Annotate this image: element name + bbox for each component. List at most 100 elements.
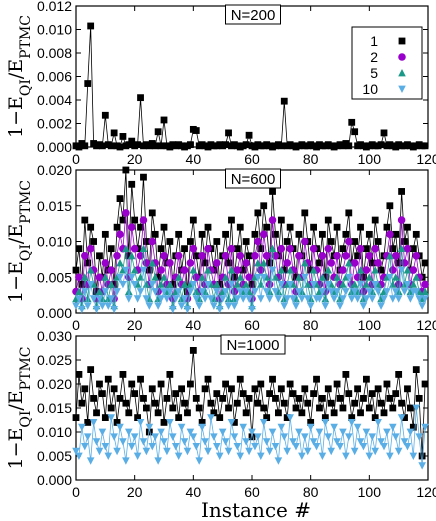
data-point bbox=[87, 366, 95, 373]
data-point bbox=[345, 142, 353, 150]
data-point bbox=[295, 395, 303, 402]
data-point bbox=[122, 457, 130, 465]
data-point bbox=[391, 252, 400, 260]
data-point bbox=[148, 385, 156, 393]
data-point bbox=[189, 244, 198, 253]
data-point bbox=[374, 259, 382, 267]
data-point bbox=[184, 288, 191, 295]
data-point bbox=[283, 259, 292, 267]
data-point bbox=[166, 259, 174, 267]
data-point bbox=[210, 302, 218, 310]
data-point bbox=[259, 419, 268, 427]
data-point bbox=[225, 129, 232, 137]
data-point bbox=[356, 266, 365, 274]
data-point bbox=[216, 414, 224, 421]
panel-title: N=1000 bbox=[227, 337, 280, 354]
data-point bbox=[239, 390, 247, 397]
data-point bbox=[342, 371, 350, 378]
data-point bbox=[292, 443, 300, 451]
data-point bbox=[286, 223, 294, 231]
data-point bbox=[171, 295, 180, 303]
data-point bbox=[392, 230, 400, 238]
data-point bbox=[151, 433, 159, 441]
data-point bbox=[304, 399, 312, 407]
series-10 bbox=[72, 266, 429, 314]
data-point bbox=[198, 273, 206, 281]
data-point bbox=[86, 281, 95, 289]
data-point bbox=[236, 288, 245, 296]
data-point bbox=[233, 399, 241, 407]
data-point bbox=[116, 195, 124, 202]
panel-title-box bbox=[220, 334, 286, 355]
data-point bbox=[401, 414, 408, 421]
y-tick-label: 0.010 bbox=[37, 22, 72, 38]
data-point bbox=[236, 223, 244, 231]
data-point bbox=[95, 295, 104, 303]
data-point bbox=[421, 280, 429, 289]
data-point bbox=[350, 259, 359, 267]
data-point bbox=[295, 273, 303, 281]
legend-marker bbox=[398, 37, 406, 45]
data-point bbox=[359, 443, 368, 451]
data-point bbox=[248, 281, 256, 288]
data-point bbox=[407, 404, 414, 412]
x-tick-label: 20 bbox=[127, 317, 143, 333]
data-point bbox=[354, 385, 361, 393]
data-point bbox=[213, 390, 221, 397]
legend-label: 2 bbox=[370, 49, 378, 65]
data-point bbox=[309, 266, 318, 274]
y-tick-label: 0.030 bbox=[37, 328, 72, 344]
data-point bbox=[107, 245, 115, 253]
data-point bbox=[175, 414, 183, 421]
data-point bbox=[306, 302, 315, 310]
data-point bbox=[230, 302, 239, 310]
data-point bbox=[386, 251, 394, 260]
data-point bbox=[262, 288, 271, 296]
data-point bbox=[98, 428, 107, 436]
data-point bbox=[327, 447, 335, 456]
data-point bbox=[318, 273, 327, 281]
data-point bbox=[397, 266, 406, 275]
panel-title-box bbox=[225, 168, 281, 189]
data-point bbox=[418, 302, 426, 310]
x-axis-label: Instance # bbox=[201, 498, 311, 521]
data-point bbox=[125, 252, 133, 260]
data-point bbox=[113, 223, 121, 231]
y-tick-label: 0.020 bbox=[37, 162, 72, 178]
data-point bbox=[125, 287, 133, 295]
data-point bbox=[221, 252, 230, 260]
data-point bbox=[119, 438, 127, 446]
data-point bbox=[397, 244, 406, 253]
data-point bbox=[166, 280, 174, 288]
data-point bbox=[412, 288, 421, 296]
data-point bbox=[207, 414, 215, 422]
data-point bbox=[107, 280, 115, 288]
data-point bbox=[81, 216, 89, 224]
data-point bbox=[198, 230, 206, 238]
data-point bbox=[286, 244, 294, 253]
data-point bbox=[421, 287, 429, 295]
data-point bbox=[289, 295, 297, 303]
data-point bbox=[83, 433, 92, 441]
data-point bbox=[368, 295, 377, 303]
data-point bbox=[224, 294, 233, 303]
data-point bbox=[187, 141, 194, 149]
y-tick-label: 0.015 bbox=[37, 198, 72, 214]
data-point bbox=[213, 238, 221, 245]
data-point bbox=[122, 209, 130, 217]
data-point bbox=[218, 295, 227, 303]
data-point bbox=[368, 433, 377, 441]
data-point bbox=[286, 266, 294, 274]
data-point bbox=[142, 447, 151, 456]
data-point bbox=[101, 111, 109, 119]
data-point bbox=[204, 281, 212, 289]
data-point bbox=[163, 395, 171, 402]
data-point bbox=[298, 452, 306, 460]
data-point bbox=[330, 295, 338, 303]
data-point bbox=[75, 287, 83, 295]
data-point bbox=[157, 245, 165, 253]
data-point bbox=[180, 280, 189, 288]
data-point bbox=[128, 137, 136, 145]
